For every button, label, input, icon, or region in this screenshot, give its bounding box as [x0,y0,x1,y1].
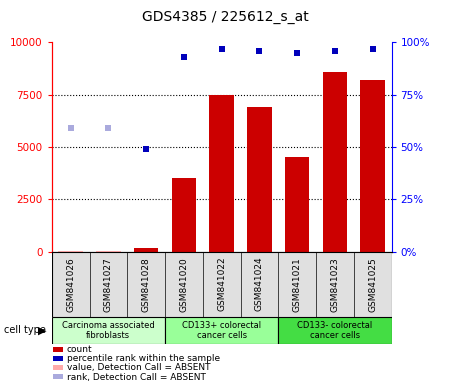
Text: CD133+ colorectal
cancer cells: CD133+ colorectal cancer cells [182,321,261,340]
Text: Carcinoma associated
fibroblasts: Carcinoma associated fibroblasts [62,321,155,340]
Bar [285,157,310,252]
Text: GSM841025: GSM841025 [368,257,377,311]
Text: ▶: ▶ [38,325,46,335]
Text: GSM841026: GSM841026 [66,257,75,311]
Bar [360,80,385,252]
Text: GSM841024: GSM841024 [255,257,264,311]
Text: percentile rank within the sample: percentile rank within the sample [67,354,220,363]
Bar [247,107,272,252]
Text: value, Detection Call = ABSENT: value, Detection Call = ABSENT [67,363,210,372]
Bar [134,248,158,252]
Text: count: count [67,345,92,354]
Bar [52,317,165,344]
Bar [96,251,121,252]
Bar [58,251,83,252]
Bar [323,71,347,252]
Text: rank, Detection Call = ABSENT: rank, Detection Call = ABSENT [67,372,206,382]
Bar [165,317,278,344]
Text: GSM841020: GSM841020 [180,257,189,311]
Text: GSM841028: GSM841028 [142,257,151,311]
Bar [209,94,234,252]
Text: GDS4385 / 225612_s_at: GDS4385 / 225612_s_at [142,10,308,24]
Text: GSM841021: GSM841021 [292,257,302,311]
Bar [171,178,196,252]
Text: GSM841023: GSM841023 [330,257,339,311]
Bar [278,317,392,344]
Text: GSM841027: GSM841027 [104,257,113,311]
Text: GSM841022: GSM841022 [217,257,226,311]
Text: CD133- colorectal
cancer cells: CD133- colorectal cancer cells [297,321,373,340]
Text: cell type: cell type [4,325,46,335]
